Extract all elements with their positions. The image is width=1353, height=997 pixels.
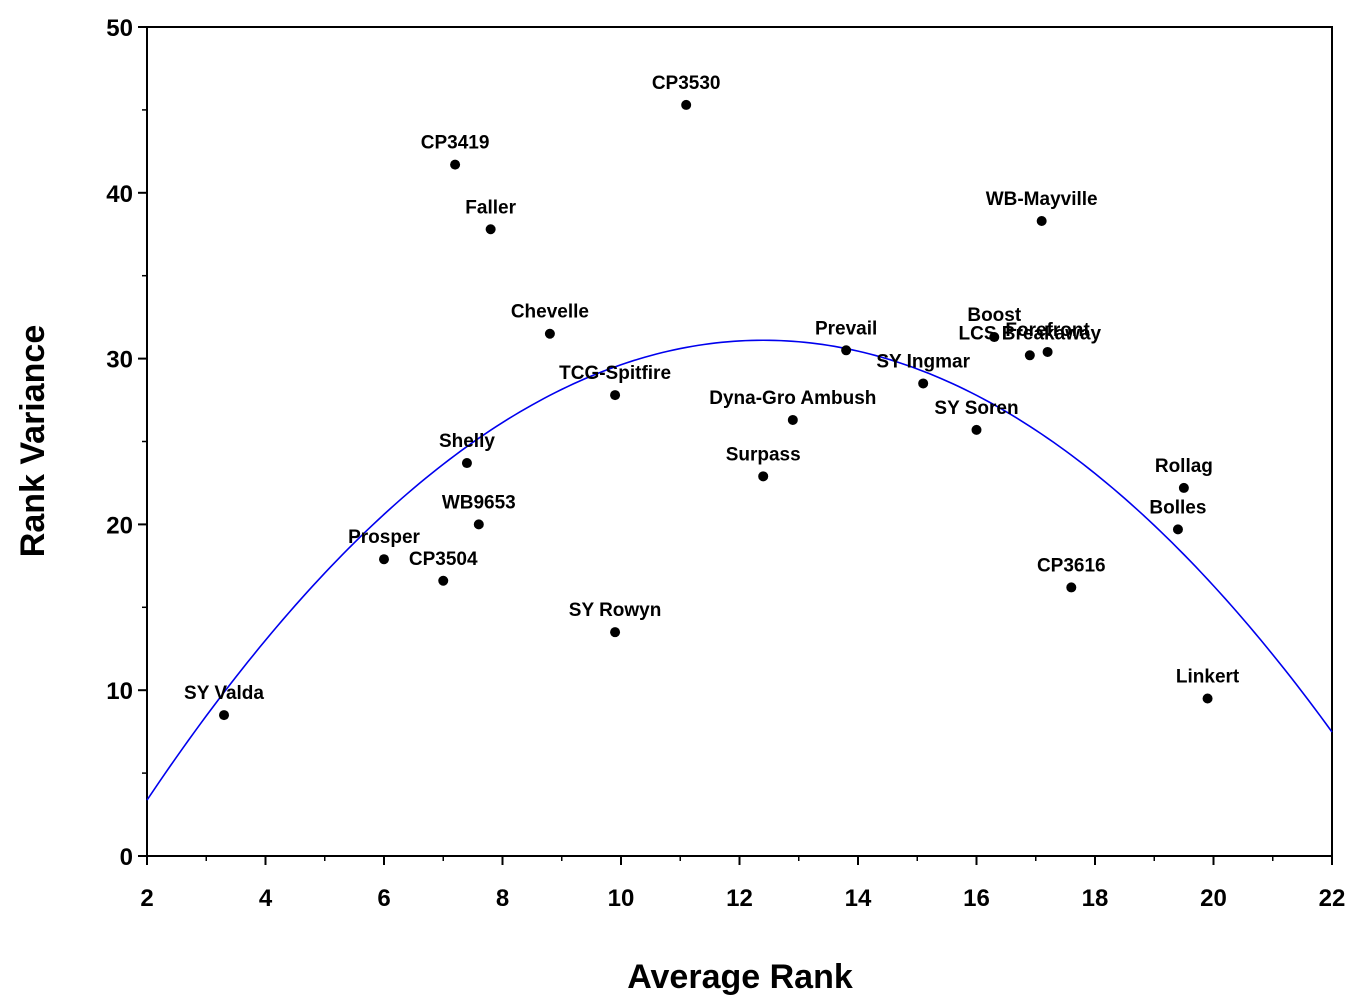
plot-area: 2 4 6 8 10 12 14 16 18 20 22 0 10 20 30 40 50 SY Valda Pro… <box>106 15 1345 912</box>
data-point-label: LCS Breakaway <box>959 323 1102 344</box>
data-point <box>485 224 496 235</box>
x-tick-label: 6 <box>377 885 390 912</box>
x-tick-label: 12 <box>726 885 753 912</box>
x-tick-label: 18 <box>1082 885 1109 912</box>
data-point-label: Linkert <box>1176 666 1240 687</box>
data-point <box>610 627 621 638</box>
data-point-label: Chevelle <box>511 302 589 323</box>
data-point-label: SY Ingmar <box>876 351 970 372</box>
data-point-label: CP3616 <box>1037 555 1106 576</box>
data-point <box>681 99 692 110</box>
data-point-label: Surpass <box>726 444 801 465</box>
data-point <box>1024 350 1035 361</box>
data-point <box>1178 482 1189 493</box>
data-point-label: Rollag <box>1155 456 1213 477</box>
x-tick-label: 10 <box>608 885 635 912</box>
data-point <box>841 345 852 356</box>
data-point <box>450 159 461 170</box>
y-tick-label: 0 <box>120 844 133 871</box>
data-point <box>473 519 484 530</box>
data-point-label: Shelly <box>439 431 495 452</box>
data-point-label: CP3419 <box>421 133 490 154</box>
data-point <box>219 710 230 721</box>
data-point-label: Bolles <box>1149 497 1206 518</box>
data-point-label: SY Soren <box>934 398 1018 419</box>
fit-curve <box>146 339 1333 801</box>
data-point <box>1172 524 1183 535</box>
y-tick-label: 20 <box>106 512 133 539</box>
x-tick-label: 2 <box>140 885 153 912</box>
data-point <box>461 458 472 469</box>
y-tick-label: 30 <box>106 347 133 374</box>
data-point <box>971 424 982 435</box>
data-point-label: SY Rowyn <box>569 600 662 621</box>
y-tick-label: 50 <box>106 15 133 42</box>
data-point <box>610 390 621 401</box>
data-point-label: WB-Mayville <box>986 189 1098 210</box>
data-point-label: Boost <box>967 305 1022 326</box>
data-point-label: Forefront <box>1005 320 1090 341</box>
data-point-label: SY Valda <box>184 683 264 704</box>
x-axis-title: Average Rank <box>627 958 853 996</box>
data-point <box>989 332 1000 343</box>
data-point-label: CP3530 <box>652 73 721 94</box>
data-point-label: CP3504 <box>409 549 478 570</box>
data-point <box>1066 582 1077 593</box>
data-point <box>1042 346 1053 357</box>
data-point-label: Faller <box>465 197 516 218</box>
data-point <box>1202 693 1213 704</box>
data-point <box>918 378 929 389</box>
data-point <box>544 328 555 339</box>
data-point-label: Prevail <box>815 318 877 339</box>
y-axis-title: Rank Variance <box>14 325 52 557</box>
x-tick-label: 16 <box>963 885 990 912</box>
data-point-label: Prosper <box>348 527 420 548</box>
y-tick-label: 10 <box>106 678 133 705</box>
x-tick-label: 22 <box>1319 885 1346 912</box>
data-point <box>438 575 449 586</box>
data-point <box>787 414 798 425</box>
data-point-label: Dyna-Gro Ambush <box>709 388 876 409</box>
data-point-label: TCG-Spitfire <box>559 363 671 384</box>
data-point <box>1036 215 1047 226</box>
x-tick-label: 14 <box>845 885 872 912</box>
data-point-label: WB9653 <box>442 492 516 513</box>
x-tick-label: 4 <box>259 885 273 912</box>
plot-frame <box>146 26 1333 857</box>
data-point <box>379 554 389 565</box>
data-point <box>758 471 769 482</box>
x-tick-label: 8 <box>496 885 509 912</box>
x-tick-label: 20 <box>1200 885 1227 912</box>
y-tick-label: 40 <box>106 181 133 208</box>
